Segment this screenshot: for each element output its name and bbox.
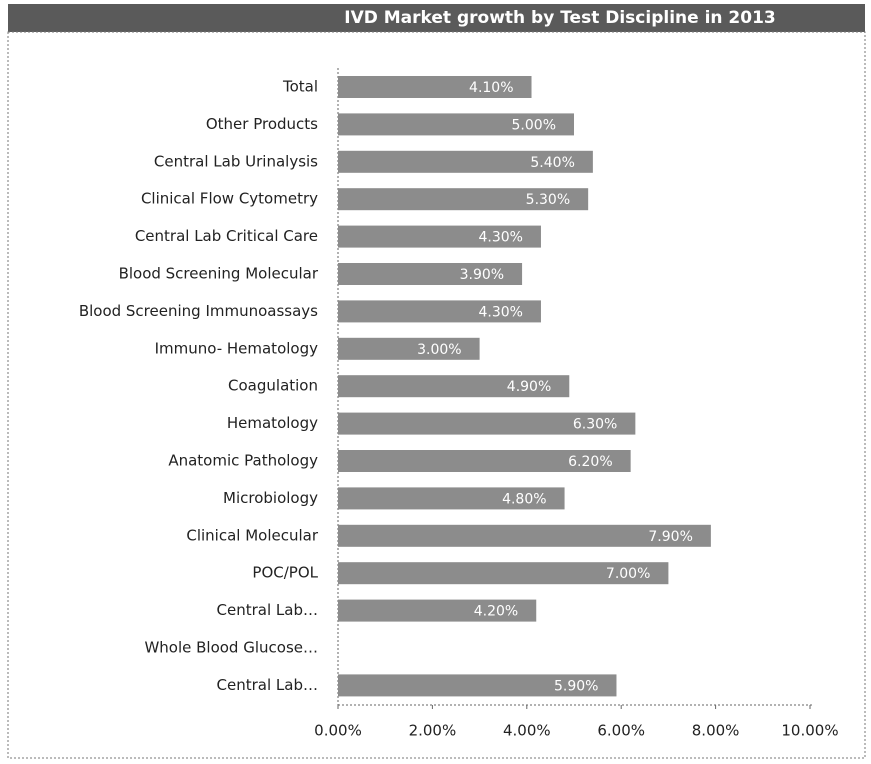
bar [338,76,532,98]
y-tick-label: Clinical Molecular [186,526,318,544]
data-label: 4.30% [478,230,522,246]
bar [338,674,617,697]
data-label: 4.80% [502,491,546,507]
data-label: 6.30% [573,417,617,433]
data-label: 4.20% [474,604,518,620]
y-tick-label: Coagulation [228,377,318,395]
bar [338,337,480,360]
x-tick-label: 8.00% [692,722,740,740]
bar [338,150,593,173]
bar [338,487,565,510]
data-label: 3.90% [460,267,504,283]
y-tick-label: Central Lab… [217,601,318,619]
bar [338,599,537,622]
data-label: 5.30% [526,192,570,208]
title-banner [8,4,865,32]
data-label: 5.40% [530,155,574,171]
chart-title: IVD Market growth by Test Discipline in … [344,8,776,28]
y-tick-label: Central Lab… [217,676,318,694]
bar [338,113,574,136]
bar [338,524,711,547]
y-tick-label: Anatomic Pathology [168,452,318,470]
x-tick-label: 4.00% [503,722,551,740]
y-tick-label: Microbiology [223,489,318,507]
data-label: 3.00% [417,342,461,358]
y-tick-label: Clinical Flow Cytometry [141,190,318,208]
y-tick-label: POC/POL [252,564,318,582]
bar [338,263,523,285]
bar [338,412,636,435]
y-tick-label: Hematology [227,414,318,432]
bar [338,300,541,323]
chart-border [7,31,866,759]
bar [338,225,541,248]
bar [338,562,669,585]
y-tick-label: Central Lab Urinalysis [154,152,318,170]
y-tick-label: Blood Screening Molecular [119,265,319,283]
x-tick-label: 0.00% [314,722,362,740]
y-tick-label: Central Lab Critical Care [135,227,318,245]
data-label: 4.10% [469,80,513,96]
data-label: 4.30% [478,304,522,320]
data-label: 6.20% [568,454,612,470]
y-tick-label: Other Products [206,115,318,133]
bar [338,375,570,398]
bar [338,450,631,472]
x-tick-label: 2.00% [409,722,457,740]
data-label: 5.00% [512,117,556,133]
data-label: 7.90% [648,529,692,545]
x-tick-label: 10.00% [781,722,838,740]
data-label: 7.00% [606,566,650,582]
y-tick-label: Whole Blood Glucose… [144,639,318,657]
y-tick-label: Total [282,78,318,96]
y-tick-label: Blood Screening Immunoassays [79,302,318,320]
x-tick-label: 6.00% [597,722,645,740]
y-tick-label: Immuno- Hematology [155,339,319,357]
data-label: 5.90% [554,678,598,694]
bar [338,188,589,211]
data-label: 4.90% [507,379,551,395]
